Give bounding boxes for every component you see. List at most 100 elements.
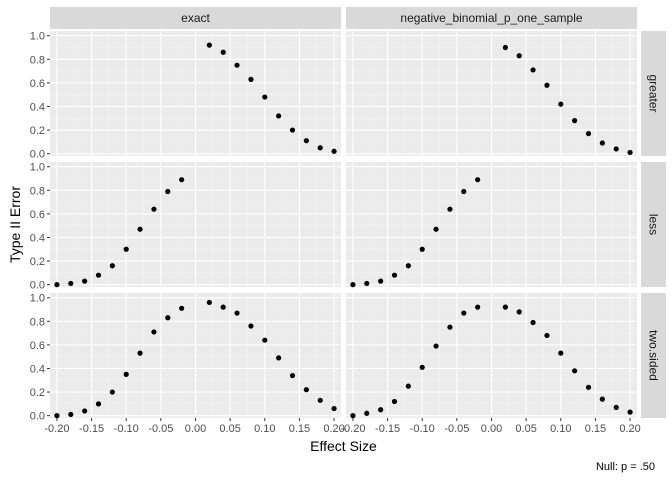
data-point xyxy=(137,350,143,356)
data-point xyxy=(447,206,453,212)
data-point xyxy=(165,315,171,321)
data-point xyxy=(627,409,633,415)
x-tick-label: 0.15 xyxy=(585,423,606,435)
data-point xyxy=(95,272,102,278)
data-point xyxy=(391,398,398,405)
y-tick-label: 0.8 xyxy=(30,316,45,328)
data-point xyxy=(558,350,564,356)
chart-caption: Null: p = .50 xyxy=(596,461,655,473)
x-tick-label: -0.10 xyxy=(114,423,139,435)
data-point xyxy=(276,113,282,119)
data-point xyxy=(289,372,296,379)
data-point xyxy=(391,272,398,278)
data-point xyxy=(220,49,226,55)
data-point xyxy=(109,263,115,269)
data-point xyxy=(303,138,309,144)
data-point xyxy=(419,364,425,370)
data-point xyxy=(364,280,370,287)
data-point xyxy=(303,387,309,393)
y-tick-label: 1.0 xyxy=(30,31,45,43)
data-point xyxy=(151,206,157,212)
data-point xyxy=(248,76,254,82)
facet-strip-exact xyxy=(50,7,341,29)
y-tick-label: 0.4 xyxy=(30,232,45,244)
y-tick-label: 0.8 xyxy=(30,54,45,66)
facet-strip-label: negative_binomial_p_one_sample xyxy=(400,11,582,25)
data-point xyxy=(234,310,240,316)
data-point xyxy=(627,149,633,156)
y-tick-label: 0.2 xyxy=(30,125,45,137)
data-point xyxy=(165,188,171,195)
x-tick-label: -0.20 xyxy=(340,423,365,435)
y-tick-label: 0.2 xyxy=(30,387,45,399)
data-point xyxy=(350,282,356,288)
y-tick-label: 0.0 xyxy=(30,149,45,161)
y-tick-label: 0.8 xyxy=(30,185,45,197)
y-axis-title: Type II Error xyxy=(7,186,23,263)
data-point xyxy=(82,408,88,414)
x-tick-label: -0.20 xyxy=(44,423,69,435)
data-point xyxy=(179,177,185,183)
data-point xyxy=(530,67,536,73)
data-point xyxy=(206,42,212,48)
data-point xyxy=(516,309,522,315)
data-point xyxy=(419,246,425,252)
x-tick-label: 0.10 xyxy=(550,423,571,435)
data-point xyxy=(433,343,439,349)
x-tick-label: 0.05 xyxy=(515,423,536,435)
panel-two.sided-negative_binomial_p_one_sample xyxy=(346,293,637,419)
data-point xyxy=(317,145,323,151)
y-tick-label: 0.2 xyxy=(30,256,45,268)
data-point xyxy=(475,304,481,310)
x-tick-label: -0.05 xyxy=(148,423,173,435)
data-point xyxy=(461,188,467,195)
data-point xyxy=(151,329,157,335)
facet-strip-negative_binomial_p_one_sample xyxy=(346,7,637,29)
data-point xyxy=(109,389,115,395)
panel-less-exact xyxy=(50,162,341,288)
x-tick-label: -0.15 xyxy=(375,423,400,435)
data-point xyxy=(262,94,268,100)
data-point xyxy=(350,413,356,419)
data-point xyxy=(447,324,453,330)
y-tick-label: 1.0 xyxy=(30,162,45,174)
panels-layer: exact negative_binomial_p_one_samplegreat… xyxy=(30,7,666,435)
data-point xyxy=(331,405,337,412)
facet-strip-greater xyxy=(641,31,666,156)
data-point xyxy=(248,323,254,329)
y-tick-label: 1.0 xyxy=(30,293,45,305)
data-point xyxy=(137,226,143,232)
x-tick-label: 0.20 xyxy=(323,423,344,435)
data-point xyxy=(461,310,467,316)
data-point xyxy=(378,278,384,284)
data-point xyxy=(433,226,439,232)
x-tick-label: 0.05 xyxy=(219,423,240,435)
data-point xyxy=(558,101,564,107)
facet-strip-label: less xyxy=(647,214,661,235)
facet-strip-two.sided xyxy=(641,293,666,418)
data-point xyxy=(54,413,60,419)
data-point xyxy=(599,140,605,146)
data-point xyxy=(544,82,550,88)
data-point xyxy=(599,396,605,402)
x-tick-label: -0.05 xyxy=(444,423,469,435)
data-point xyxy=(613,404,619,410)
data-point xyxy=(54,282,60,288)
data-point xyxy=(405,263,411,269)
data-point xyxy=(544,332,550,339)
data-point xyxy=(68,411,74,418)
data-point xyxy=(317,397,323,403)
x-tick-label: 0.00 xyxy=(185,423,206,435)
data-point xyxy=(378,407,384,413)
data-point xyxy=(276,355,282,361)
data-point xyxy=(364,410,370,416)
data-point xyxy=(572,118,578,124)
data-point xyxy=(262,337,268,343)
panel-greater-negative_binomial_p_one_sample xyxy=(346,31,637,156)
data-point xyxy=(234,62,240,68)
data-point xyxy=(206,299,212,306)
facet-strip-less xyxy=(641,162,666,287)
data-point xyxy=(331,148,337,154)
data-point xyxy=(502,304,508,310)
